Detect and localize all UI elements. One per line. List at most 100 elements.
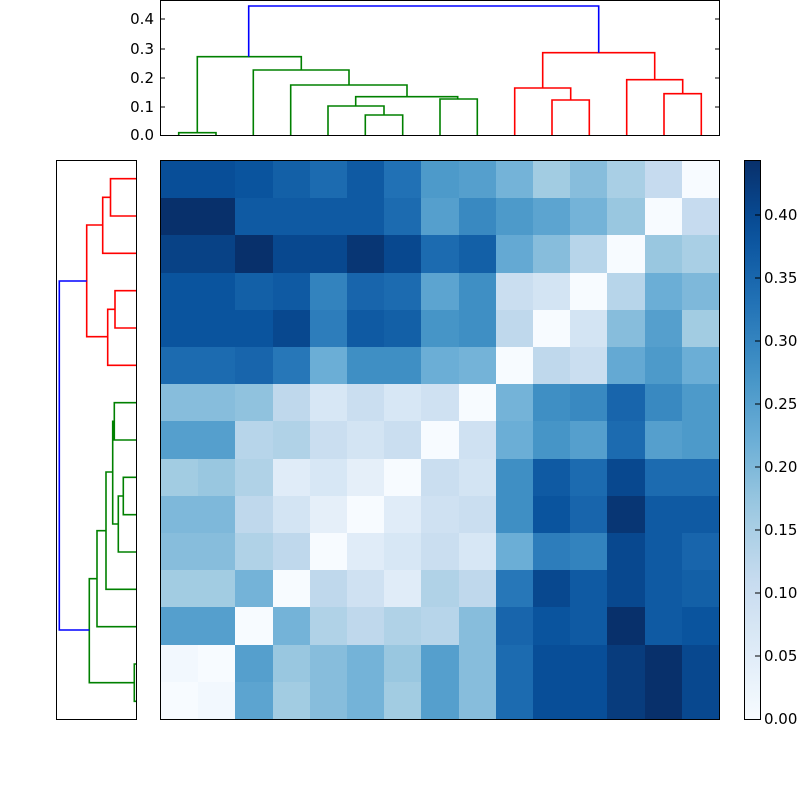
heatmap-cell bbox=[495, 309, 533, 347]
heatmap-cell bbox=[570, 644, 608, 682]
heatmap-cell bbox=[235, 607, 273, 645]
heatmap-cell bbox=[421, 495, 459, 533]
colorbar-tick-label: 0.10 bbox=[764, 584, 798, 602]
heatmap-cell bbox=[272, 644, 310, 682]
heatmap-cell bbox=[161, 198, 199, 236]
heatmap-cell bbox=[458, 533, 496, 571]
heatmap-cell bbox=[458, 458, 496, 496]
heatmap-cell bbox=[644, 309, 682, 347]
heatmap-cell bbox=[347, 347, 385, 385]
heatmap-cell bbox=[421, 607, 459, 645]
heatmap-cell bbox=[384, 458, 422, 496]
heatmap-cell bbox=[644, 272, 682, 310]
heatmap-cell bbox=[681, 607, 719, 645]
heatmap-cell bbox=[421, 570, 459, 608]
heatmap-cell bbox=[198, 384, 236, 422]
heatmap-cell bbox=[570, 235, 608, 273]
heatmap-cell bbox=[495, 272, 533, 310]
heatmap-cell bbox=[644, 495, 682, 533]
heatmap-cell bbox=[384, 607, 422, 645]
heatmap-cell bbox=[533, 644, 571, 682]
heatmap-cell bbox=[161, 309, 199, 347]
heatmap-cell bbox=[198, 198, 236, 236]
heatmap-cell bbox=[681, 198, 719, 236]
heatmap-cell bbox=[198, 495, 236, 533]
top-dendrogram-axes bbox=[160, 0, 720, 136]
heatmap-cell bbox=[421, 458, 459, 496]
heatmap-cell bbox=[495, 607, 533, 645]
heatmap-cell bbox=[533, 347, 571, 385]
heatmap-cell bbox=[198, 347, 236, 385]
heatmap-cell bbox=[570, 384, 608, 422]
heatmap-cell bbox=[272, 570, 310, 608]
heatmap-cell bbox=[235, 384, 273, 422]
heatmap-cell bbox=[570, 570, 608, 608]
heatmap-cell bbox=[644, 607, 682, 645]
heatmap-cell bbox=[384, 347, 422, 385]
heatmap-cell bbox=[421, 681, 459, 719]
heatmap-cell bbox=[347, 161, 385, 199]
heatmap-cell bbox=[309, 458, 347, 496]
heatmap-cell bbox=[272, 421, 310, 459]
heatmap-cell bbox=[235, 235, 273, 273]
heatmap-cell bbox=[161, 570, 199, 608]
heatmap-cell bbox=[607, 495, 645, 533]
heatmap-cell bbox=[607, 309, 645, 347]
colorbar-tick-label: 0.30 bbox=[764, 332, 798, 350]
heatmap-cell bbox=[570, 198, 608, 236]
colorbar-tick-label: 0.00 bbox=[764, 710, 798, 728]
heatmap-cell bbox=[607, 607, 645, 645]
heatmap-cell bbox=[533, 681, 571, 719]
heatmap-cell bbox=[198, 607, 236, 645]
heatmap-cell bbox=[644, 570, 682, 608]
heatmap-cell bbox=[607, 533, 645, 571]
heatmap-cell bbox=[272, 272, 310, 310]
heatmap-cell bbox=[495, 421, 533, 459]
heatmap-cell bbox=[309, 235, 347, 273]
heatmap-cell bbox=[681, 533, 719, 571]
heatmap-cell bbox=[644, 384, 682, 422]
heatmap-cell bbox=[533, 421, 571, 459]
heatmap-cell bbox=[570, 681, 608, 719]
heatmap-cell bbox=[570, 533, 608, 571]
heatmap-cell bbox=[235, 161, 273, 199]
heatmap-cell bbox=[309, 570, 347, 608]
heatmap-cell bbox=[421, 309, 459, 347]
colorbar-tick-label: 0.15 bbox=[764, 521, 798, 539]
heatmap-cell bbox=[235, 458, 273, 496]
heatmap-cell bbox=[309, 198, 347, 236]
heatmap-cell bbox=[198, 458, 236, 496]
heatmap-cell bbox=[161, 681, 199, 719]
heatmap-cell bbox=[198, 681, 236, 719]
heatmap-cell bbox=[421, 644, 459, 682]
heatmap-cell bbox=[235, 347, 273, 385]
heatmap-cell bbox=[570, 458, 608, 496]
heatmap-cell bbox=[607, 681, 645, 719]
heatmap-cell bbox=[681, 235, 719, 273]
heatmap-cell bbox=[309, 495, 347, 533]
heatmap-cell bbox=[458, 570, 496, 608]
heatmap-cell bbox=[161, 644, 199, 682]
heatmap-cell bbox=[644, 421, 682, 459]
heatmap-cell bbox=[347, 198, 385, 236]
heatmap-cell bbox=[384, 421, 422, 459]
heatmap-cell bbox=[309, 347, 347, 385]
colorbar-tick-label: 0.35 bbox=[764, 269, 798, 287]
heatmap-cell bbox=[384, 272, 422, 310]
heatmap-cell bbox=[309, 309, 347, 347]
heatmap-cell bbox=[235, 272, 273, 310]
colorbar-tick-label: 0.05 bbox=[764, 647, 798, 665]
top-ytick-label: 0.0 bbox=[130, 126, 154, 144]
heatmap-cell bbox=[309, 421, 347, 459]
heatmap-cell bbox=[309, 644, 347, 682]
heatmap-cell bbox=[272, 533, 310, 571]
heatmap-cell bbox=[533, 235, 571, 273]
heatmap-cell bbox=[681, 347, 719, 385]
heatmap-cell bbox=[681, 272, 719, 310]
heatmap-cell bbox=[495, 681, 533, 719]
heatmap-cell bbox=[384, 309, 422, 347]
heatmap-cell bbox=[644, 458, 682, 496]
heatmap-cell bbox=[235, 495, 273, 533]
heatmap-cell bbox=[272, 681, 310, 719]
top-ytick-label: 0.4 bbox=[130, 10, 154, 28]
